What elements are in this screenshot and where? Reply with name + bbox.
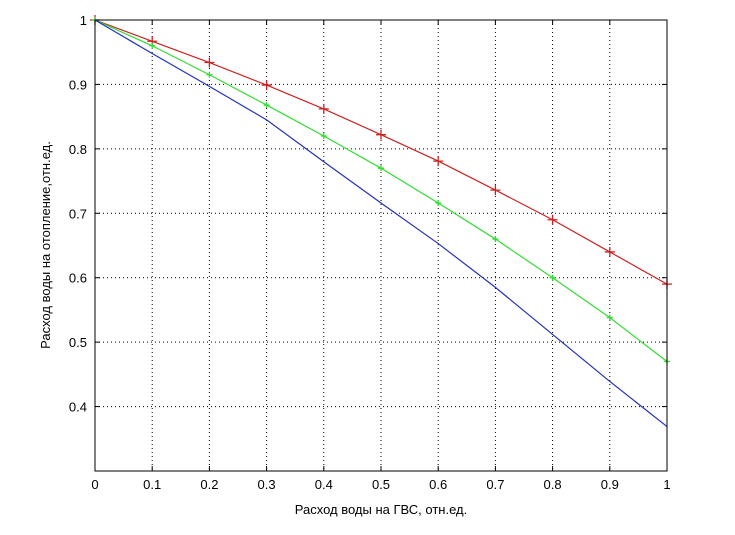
series-1-marker [606, 314, 613, 321]
y-axis-label: Расход воды на отопление,отн.ед. [38, 141, 53, 349]
series-1-marker [378, 165, 384, 172]
y-tick-label: 0.8 [69, 142, 87, 157]
grid [95, 20, 667, 471]
series-1-marker [492, 236, 499, 243]
series-1-marker [263, 102, 270, 109]
series-0-marker [261, 80, 272, 91]
x-tick-label: 0.1 [143, 477, 161, 492]
series-group [90, 15, 672, 428]
x-tick-label: 0.2 [200, 477, 218, 492]
series-1-marker [206, 71, 213, 78]
ticks: 0 0.1 0.2 0.3 0.4 0.5 0.6 0.7 0.8 0.9 1 0.4 0.5 0.6 0.… [69, 13, 671, 492]
y-tick-label: 0.6 [69, 271, 87, 286]
x-tick-label: 0.7 [486, 477, 504, 492]
series-0-marker [376, 129, 386, 140]
y-tick-label: 0.9 [69, 77, 87, 92]
x-tick-label: 0.5 [372, 477, 390, 492]
series-0-marker [433, 156, 444, 167]
series-0-marker [318, 103, 329, 114]
x-tick-label: 0 [91, 477, 98, 492]
x-axis-label: Расход воды на ГВС, отн.ед. [295, 502, 467, 517]
series-1-marker [320, 132, 327, 139]
series-0-marker [547, 214, 558, 225]
y-tick-label: 0.5 [69, 335, 87, 350]
series-1-marker [435, 199, 442, 206]
series-line-2 [94, 19, 668, 428]
series-1-marker [149, 42, 156, 49]
x-tick-label: 1 [663, 477, 670, 492]
x-tick-label: 0.3 [258, 477, 276, 492]
x-tick-label: 0.4 [315, 477, 333, 492]
y-tick-label: 1 [80, 13, 87, 28]
x-tick-label: 0.9 [601, 477, 619, 492]
series-0-marker [604, 246, 615, 257]
series-1-marker [549, 274, 556, 281]
series-line-1 [94, 19, 668, 362]
plot-frame [94, 19, 668, 472]
x-tick-label: 0.8 [544, 477, 562, 492]
y-tick-label: 0.4 [69, 400, 87, 415]
x-tick-label: 0.6 [429, 477, 447, 492]
y-tick-label: 0.7 [69, 206, 87, 221]
series-0-marker [490, 185, 501, 196]
series-0-marker [204, 57, 215, 68]
